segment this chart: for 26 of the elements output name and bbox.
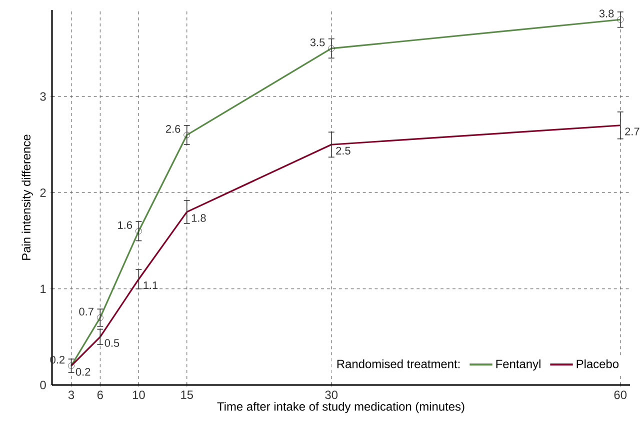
data-label: 3.5 (310, 38, 325, 46)
x-tick-label: 30 (325, 390, 338, 400)
x-tick-label: 3 (68, 390, 74, 400)
data-label: 1.8 (192, 214, 206, 222)
data-label: 2.6 (166, 125, 180, 133)
x-tick-label: 15 (181, 390, 194, 399)
x-axis-title: Time after intake of study medication (minutes) (217, 402, 464, 414)
data-label: 1.1 (144, 281, 158, 289)
data-label: 0.5 (104, 339, 120, 347)
data-label: 3.8 (599, 10, 614, 18)
x-tick-label: 6 (97, 390, 103, 400)
data-label: 0.7 (79, 308, 94, 316)
legend-title: Randomised treatment: (337, 359, 460, 368)
data-label: 0.2 (76, 368, 90, 376)
y-tick-label: 1 (40, 284, 46, 293)
y-axis-title: Pain intensity difference (22, 134, 33, 260)
y-tick-label: 2 (40, 188, 46, 197)
data-label: 1.6 (118, 221, 132, 229)
x-tick-label: 60 (614, 390, 627, 400)
y-tick-label: 3 (40, 92, 46, 101)
data-label: 2.7 (625, 128, 640, 136)
data-label: 2.5 (336, 146, 350, 155)
legend-label: Placebo (576, 359, 619, 368)
y-tick-label: 0 (40, 380, 46, 390)
x-tick-label: 10 (132, 390, 145, 400)
legend-label: Fentanyl (496, 359, 540, 371)
